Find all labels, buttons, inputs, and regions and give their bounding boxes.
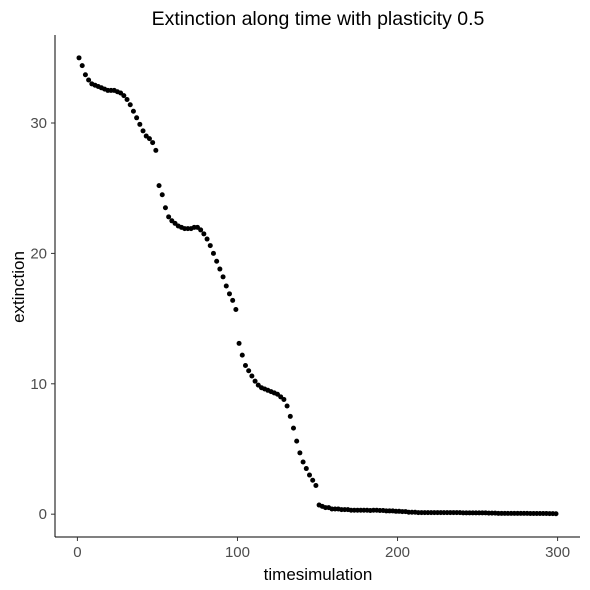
- data-point: [220, 274, 226, 280]
- data-point: [223, 283, 229, 289]
- data-points: [76, 55, 559, 517]
- y-tick-label: 10: [30, 376, 47, 393]
- data-point: [236, 340, 242, 346]
- x-tick-label: 300: [545, 544, 570, 561]
- data-point: [207, 243, 213, 249]
- data-point: [204, 236, 210, 242]
- data-point: [290, 425, 296, 431]
- x-tick-label: 200: [385, 544, 410, 561]
- y-tick-label: 0: [39, 506, 47, 523]
- data-point: [310, 477, 316, 483]
- y-axis-ticks: 0 10 20 30: [30, 115, 55, 523]
- data-point: [159, 192, 165, 198]
- data-point: [246, 368, 252, 374]
- data-point: [303, 466, 309, 472]
- data-point: [124, 97, 130, 103]
- data-point: [198, 227, 204, 233]
- data-point: [249, 373, 255, 379]
- x-axis-title: timesimulation: [264, 565, 373, 584]
- data-point: [130, 108, 136, 114]
- data-point: [76, 55, 82, 61]
- chart-title: Extinction along time with plasticity 0.…: [152, 8, 485, 30]
- data-point: [553, 511, 559, 517]
- y-tick-label: 30: [30, 115, 47, 132]
- data-point: [137, 121, 143, 127]
- data-point: [162, 205, 168, 211]
- data-point: [230, 297, 236, 303]
- data-point: [82, 72, 88, 78]
- data-point: [297, 450, 303, 456]
- data-point: [127, 102, 133, 108]
- x-tick-label: 0: [73, 544, 81, 561]
- data-point: [150, 140, 156, 146]
- x-tick-label: 100: [225, 544, 250, 561]
- data-point: [121, 93, 127, 99]
- data-point: [242, 363, 248, 369]
- data-point: [313, 483, 319, 488]
- data-point: [140, 128, 146, 134]
- x-axis-ticks: 0 100 200 300: [73, 537, 570, 561]
- data-point: [214, 258, 220, 264]
- y-axis-title: extinction: [9, 251, 28, 323]
- y-tick-label: 20: [30, 245, 47, 262]
- data-point: [86, 77, 92, 83]
- data-point: [210, 250, 216, 256]
- data-point: [294, 438, 300, 444]
- data-point: [281, 396, 287, 402]
- data-point: [284, 403, 290, 409]
- data-point: [217, 266, 223, 272]
- data-point: [153, 147, 159, 153]
- data-point: [239, 352, 245, 358]
- data-point: [300, 459, 306, 465]
- data-point: [201, 231, 207, 237]
- data-point: [134, 115, 140, 121]
- data-point: [156, 183, 162, 189]
- data-point: [226, 291, 232, 297]
- data-point: [252, 378, 258, 384]
- data-point: [287, 413, 293, 419]
- data-point: [233, 306, 239, 312]
- data-point: [146, 136, 152, 142]
- data-point: [307, 472, 312, 478]
- data-point: [79, 63, 85, 69]
- data-point: [166, 214, 172, 220]
